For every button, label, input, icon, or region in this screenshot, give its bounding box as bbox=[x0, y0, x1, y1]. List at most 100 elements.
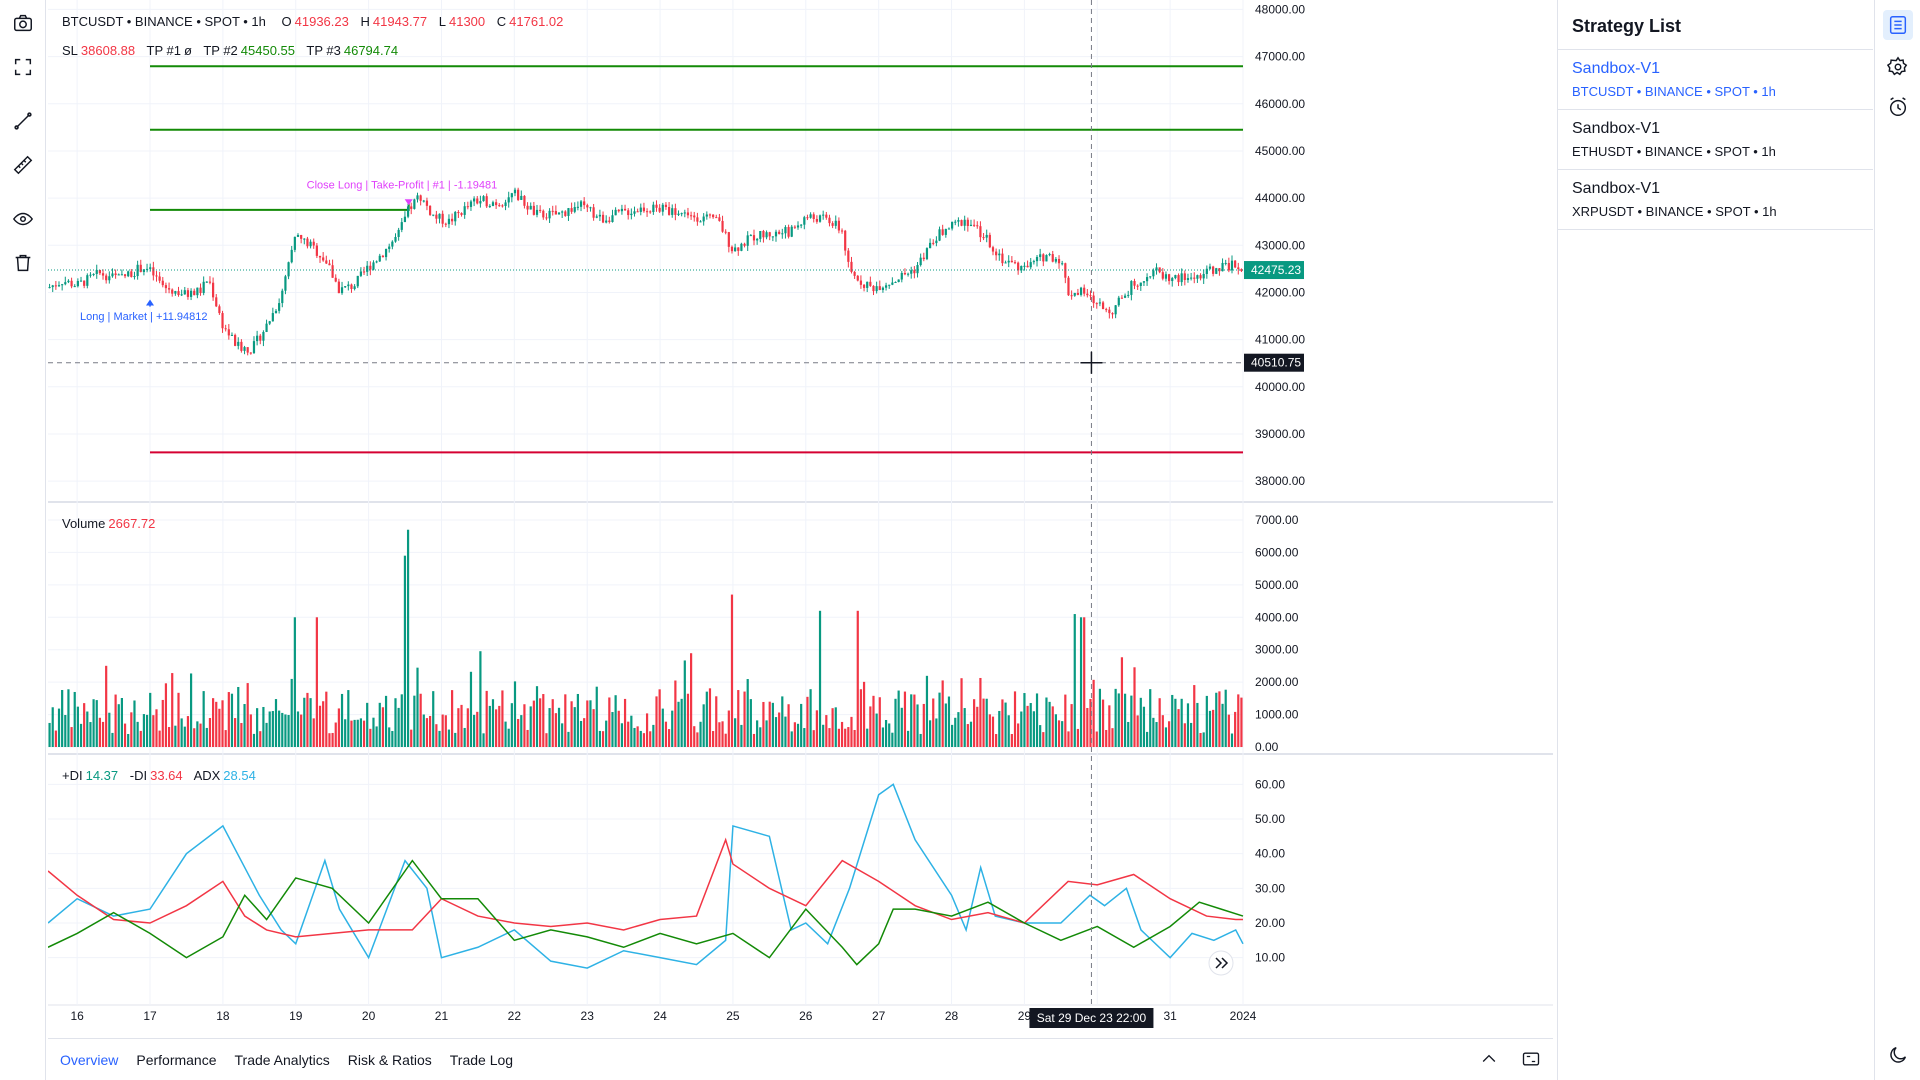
alarm-clock-icon[interactable] bbox=[1883, 92, 1913, 122]
volume-bar bbox=[397, 707, 400, 747]
volume-bar bbox=[828, 728, 831, 747]
volume-bar bbox=[328, 733, 331, 747]
volume-bar bbox=[1240, 697, 1243, 747]
dmi-tick-label: 30.00 bbox=[1255, 881, 1285, 895]
candle-body bbox=[268, 321, 271, 324]
volume-bar bbox=[381, 707, 385, 747]
time-tick-label: 18 bbox=[216, 1009, 230, 1023]
candle-body bbox=[862, 284, 866, 288]
tab-overview[interactable]: Overview bbox=[60, 1051, 119, 1068]
price-tick-label: 45000.00 bbox=[1255, 144, 1305, 158]
tab-performance[interactable]: Performance bbox=[136, 1051, 217, 1068]
tab-trade-log[interactable]: Trade Log bbox=[449, 1051, 514, 1068]
candle-body bbox=[1010, 260, 1013, 263]
volume-bar bbox=[372, 717, 375, 747]
candle-body bbox=[152, 267, 155, 276]
candle-body bbox=[381, 255, 385, 258]
candle-body bbox=[567, 208, 570, 216]
candle-body bbox=[762, 230, 765, 238]
volume-bar bbox=[689, 653, 693, 747]
tab-trade-analytics[interactable]: Trade Analytics bbox=[234, 1051, 330, 1068]
moon-icon[interactable] bbox=[1883, 1040, 1913, 1070]
volume-bar bbox=[539, 698, 542, 747]
candle-body bbox=[498, 205, 501, 207]
open-value: 41936.23 bbox=[294, 14, 349, 29]
candle-body bbox=[825, 214, 828, 218]
candle-body bbox=[598, 214, 602, 217]
candle-body bbox=[274, 310, 278, 314]
maximize-icon[interactable] bbox=[1521, 1049, 1541, 1074]
long-entry-label: Long | Market | +11.94812 bbox=[80, 311, 208, 323]
volume-bar bbox=[350, 720, 353, 747]
strategy-item[interactable]: Sandbox-V1 XRPUSDT • BINANCE • SPOT • 1h bbox=[1558, 170, 1873, 230]
volume-bar bbox=[649, 731, 652, 747]
candle-body bbox=[847, 250, 850, 262]
volume-bar bbox=[117, 704, 120, 747]
time-tick-label: 17 bbox=[143, 1009, 157, 1023]
candle-body bbox=[300, 234, 303, 239]
eye-icon[interactable] bbox=[8, 204, 38, 234]
candle-body bbox=[765, 232, 768, 238]
candle-body bbox=[92, 273, 95, 275]
volume-bar bbox=[611, 712, 614, 747]
fullscreen-icon[interactable] bbox=[8, 52, 38, 82]
candle-body bbox=[337, 281, 340, 294]
volume-bar bbox=[749, 699, 752, 747]
volume-bar bbox=[344, 719, 347, 747]
candle-body bbox=[224, 328, 227, 330]
candle-body bbox=[1017, 262, 1020, 271]
dmi-tick-label: 20.00 bbox=[1255, 916, 1285, 930]
candle-body bbox=[67, 280, 70, 283]
volume-bar bbox=[331, 732, 334, 747]
volume-bar bbox=[271, 711, 274, 747]
chevron-up-icon[interactable] bbox=[1479, 1049, 1499, 1074]
chart-canvas[interactable]: 48000.00 47000.00 46000.00 45000.00 44000.00… bbox=[48, 0, 1553, 1035]
strategy-item[interactable]: Sandbox-V1 ETHUSDT • BINANCE • SPOT • 1h bbox=[1558, 110, 1873, 170]
strategy-list-icon[interactable] bbox=[1883, 10, 1913, 40]
volume-bar bbox=[762, 701, 765, 747]
pdi-value: 14.37 bbox=[85, 768, 119, 783]
trend-line-icon[interactable] bbox=[8, 106, 38, 136]
volume-bar bbox=[601, 731, 605, 747]
candle-body bbox=[108, 276, 111, 281]
volume-bar bbox=[155, 709, 158, 747]
volume-bar bbox=[1054, 714, 1057, 747]
candle-body bbox=[1240, 269, 1243, 272]
candle-body bbox=[837, 220, 841, 231]
candle-body bbox=[450, 218, 454, 222]
volume-bar bbox=[1039, 725, 1042, 747]
candle-body bbox=[262, 331, 265, 341]
volume-bar bbox=[211, 698, 215, 747]
volume-bar bbox=[1145, 731, 1149, 747]
volume-bar bbox=[853, 729, 856, 747]
strategy-item[interactable]: Sandbox-V1 BTCUSDT • BINANCE • SPOT • 1h bbox=[1558, 50, 1873, 110]
volume-bar bbox=[674, 680, 677, 747]
volume-tick-label: 0.00 bbox=[1255, 740, 1279, 754]
ruler-icon[interactable] bbox=[8, 150, 38, 180]
candle-body bbox=[1180, 273, 1183, 283]
symbol-title[interactable]: BTCUSDT • BINANCE • SPOT • 1h bbox=[62, 14, 266, 29]
settings-icon[interactable] bbox=[1883, 52, 1913, 82]
volume-bar bbox=[1013, 691, 1017, 747]
candle-body bbox=[683, 212, 686, 214]
tab-risk-ratios[interactable]: Risk & Ratios bbox=[347, 1051, 432, 1068]
volume-bar bbox=[925, 675, 929, 747]
candle-body bbox=[1032, 261, 1035, 263]
candle-body bbox=[454, 211, 457, 222]
camera-icon[interactable] bbox=[8, 8, 38, 38]
volume-bar bbox=[114, 694, 117, 747]
trash-icon[interactable] bbox=[8, 248, 38, 278]
volume-bar bbox=[1079, 617, 1083, 747]
volume-bar bbox=[913, 694, 916, 747]
candle-body bbox=[771, 236, 774, 238]
volume-bar bbox=[54, 730, 57, 747]
volume-bar bbox=[778, 712, 781, 747]
chart-area[interactable]: 48000.00 47000.00 46000.00 45000.00 44000.00… bbox=[48, 0, 1553, 1035]
drawing-toolbar bbox=[0, 0, 46, 1080]
price-tick-label: 40000.00 bbox=[1255, 380, 1305, 394]
candle-body bbox=[227, 329, 230, 336]
candle-body bbox=[221, 313, 224, 329]
volume-bar bbox=[869, 706, 872, 747]
price-tick-label: 48000.00 bbox=[1255, 2, 1305, 16]
candle-body bbox=[1171, 278, 1174, 282]
